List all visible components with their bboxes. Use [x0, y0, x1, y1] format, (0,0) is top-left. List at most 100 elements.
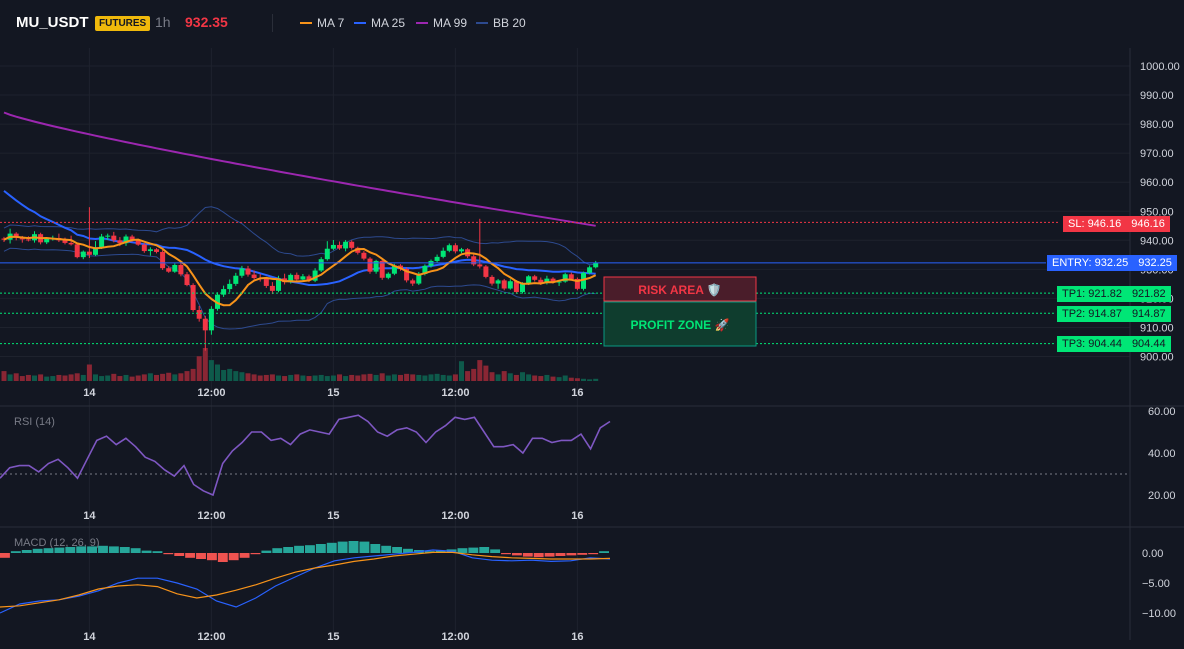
symbol-name[interactable]: MU_USDT	[16, 14, 89, 31]
volume-bar	[13, 373, 19, 381]
candle-body	[141, 244, 147, 252]
macd-histogram-bar	[315, 544, 326, 553]
volume-bar	[135, 375, 141, 381]
macd-histogram-bar	[435, 550, 446, 553]
volume-bar	[123, 374, 129, 381]
price-tick-label: 980.00	[1140, 119, 1174, 131]
candle-body	[330, 244, 336, 249]
macd-histogram-bar	[206, 553, 217, 561]
risk-area-label: RISK AREA 🛡️	[638, 283, 721, 297]
volume-bar	[227, 368, 233, 381]
volume-bar	[410, 374, 416, 381]
volume-bars	[1, 348, 599, 381]
candle-body	[312, 270, 318, 281]
candle-body	[581, 272, 586, 289]
tp2-tag-label: TP2: 914.87	[1062, 308, 1122, 320]
macd-histogram-bar	[272, 548, 283, 553]
macd-histogram-bar	[381, 545, 392, 553]
candle-body	[318, 259, 324, 271]
legend-ma99[interactable]: MA 99	[416, 16, 467, 30]
volume-bar	[507, 373, 513, 381]
candle-body	[68, 242, 74, 245]
ma7-swatch	[300, 21, 312, 24]
candle-body	[190, 285, 196, 311]
macd-histogram-bar	[250, 553, 261, 555]
candle-body	[532, 276, 538, 280]
volume-bar	[208, 360, 214, 381]
rsi-tick-label: 20.00	[1148, 490, 1176, 502]
volume-bar	[556, 377, 562, 381]
entry-tag-value: 932.25	[1138, 257, 1172, 269]
candle-body	[562, 274, 568, 282]
time-tick-label: 15	[327, 387, 339, 399]
candle-body	[593, 262, 599, 268]
candle-body	[306, 276, 312, 281]
macd-histogram-bar	[141, 550, 152, 553]
volume-bar	[50, 376, 56, 381]
volume-bar	[526, 374, 532, 381]
price-tick-label: 1000.00	[1140, 61, 1180, 73]
legend-ma7-label: MA 7	[317, 16, 345, 30]
macd-histogram-bar	[490, 549, 501, 553]
candle-body	[361, 252, 367, 259]
candle-body	[477, 264, 483, 267]
macd-histogram-bar	[348, 541, 359, 553]
volume-bar	[538, 376, 544, 381]
macd-histogram-bar	[196, 553, 206, 559]
rsi-tick-label: 40.00	[1148, 448, 1176, 460]
candle-body	[410, 280, 416, 284]
volume-bar	[160, 373, 166, 381]
macd-histogram-bar	[0, 553, 10, 558]
candle-body	[111, 235, 117, 241]
volume-bar	[99, 376, 105, 381]
volume-bar	[459, 361, 464, 381]
time-tick-label: 16	[571, 631, 583, 643]
volume-bar	[251, 374, 257, 381]
time-tick-label: 12:00	[441, 510, 469, 522]
volume-bar	[355, 375, 361, 381]
volume-bar	[86, 364, 92, 381]
timeframe-label[interactable]: 1h	[155, 14, 171, 30]
macd-histogram-bar	[10, 551, 21, 553]
candle-body	[172, 264, 178, 272]
volume-bar	[56, 374, 62, 381]
candle-body	[550, 278, 556, 283]
candle-body	[123, 236, 129, 244]
ma7-line	[3, 235, 597, 307]
macd-histogram-bar	[566, 553, 577, 556]
ma25-line	[3, 190, 596, 286]
volume-bar	[471, 368, 477, 381]
rsi-tick-label: 60.00	[1148, 406, 1176, 418]
time-tick-label: 12:00	[197, 631, 225, 643]
volume-bar	[172, 374, 178, 381]
macd-histogram-bar	[163, 553, 174, 555]
time-tick-label: 16	[571, 387, 583, 399]
candle-body	[269, 285, 275, 291]
candle-body	[324, 248, 330, 260]
candle-body	[428, 260, 434, 266]
candle-body	[459, 249, 464, 252]
legend-ma25[interactable]: MA 25	[354, 16, 405, 30]
candle-body	[117, 240, 123, 244]
volume-bar	[587, 379, 593, 381]
entry-tag: ENTRY: 932.25 932.25	[1047, 255, 1177, 271]
ma25-swatch	[354, 21, 366, 24]
time-tick-label: 12:00	[197, 387, 225, 399]
time-axis[interactable]: 14 12:00 15 12:00 16 14 12:00 15 12:00 16 14 12:00 1…	[83, 387, 583, 643]
volume-bar	[7, 374, 13, 381]
volume-bar	[245, 373, 251, 381]
legend-ma7[interactable]: MA 7	[300, 16, 344, 30]
macd-histogram-bar	[65, 547, 76, 553]
macd-histogram-bar	[479, 547, 490, 553]
candle-body	[434, 256, 440, 261]
volume-bar	[269, 374, 275, 381]
price-axis[interactable]: 1000.00 990.00 980.00 970.00 960.00 950.00 940…	[1140, 61, 1180, 364]
candle-body	[208, 308, 214, 331]
candle-body	[245, 268, 251, 275]
legend-bb20[interactable]: BB 20	[476, 16, 526, 30]
volume-bar	[318, 374, 324, 381]
candle-body	[233, 275, 239, 284]
price-tick-label: 950.00	[1140, 206, 1174, 218]
macd-histogram-bar	[522, 553, 533, 557]
